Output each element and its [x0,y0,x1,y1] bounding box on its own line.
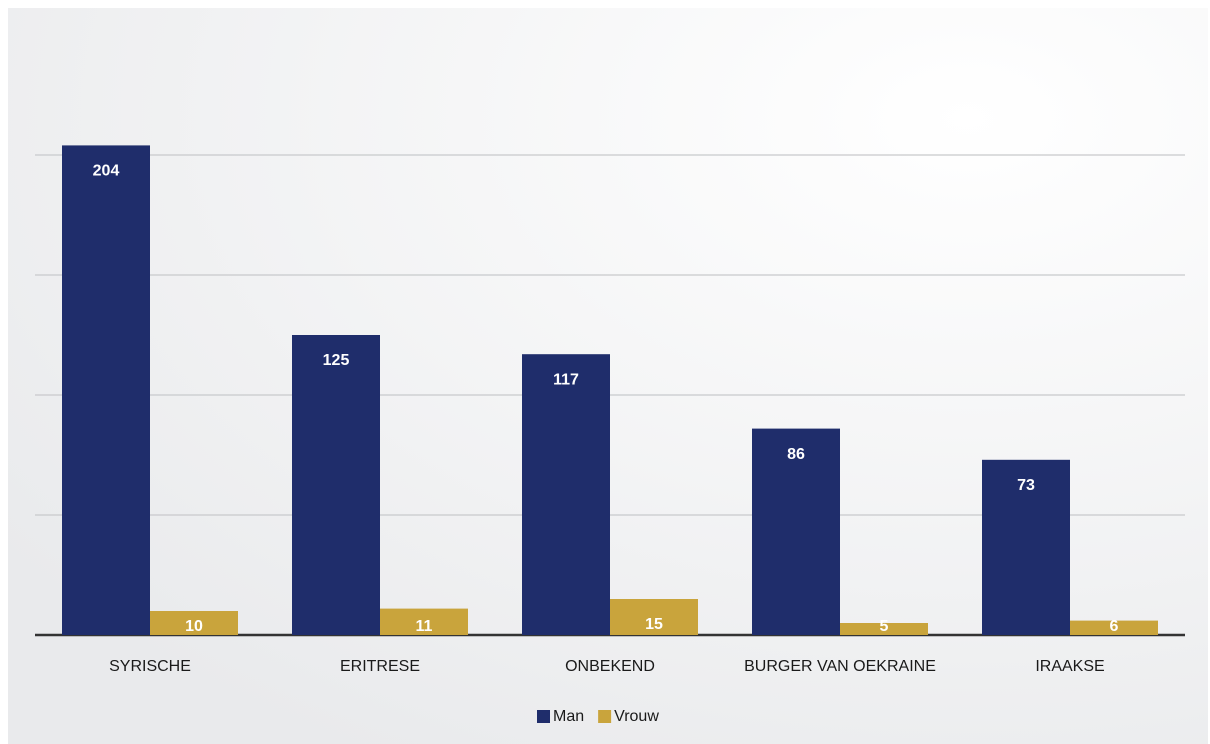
legend-label: Man [553,708,584,725]
legend-label: Vrouw [614,708,659,725]
value-label: 6 [1110,618,1119,635]
value-label: 86 [787,446,805,463]
bar [1070,620,1158,635]
value-label: 5 [880,618,889,635]
bar [522,354,610,635]
x-tick-label: BURGER VAN OEKRAINE [744,658,936,675]
legend-swatch [598,710,612,723]
value-label: 11 [416,618,433,635]
x-tick-label: IRAAKSE [1035,658,1104,675]
value-label: 204 [93,163,120,180]
bar [292,335,380,635]
x-tick-label: SYRISCHE [109,658,191,675]
bar [380,608,468,635]
value-label: 15 [645,616,663,633]
bar [150,611,238,635]
bar [62,145,150,635]
value-label: 73 [1017,477,1035,494]
value-label: 10 [185,618,203,635]
bar [752,428,840,635]
bar [840,623,928,635]
bar [982,459,1070,635]
value-label: 117 [553,371,579,388]
x-tick-label: ERITRESE [340,658,420,675]
legend-swatch [537,710,550,723]
value-label: 125 [323,352,350,369]
bar [610,599,698,635]
x-tick-label: ONBEKEND [565,658,655,675]
